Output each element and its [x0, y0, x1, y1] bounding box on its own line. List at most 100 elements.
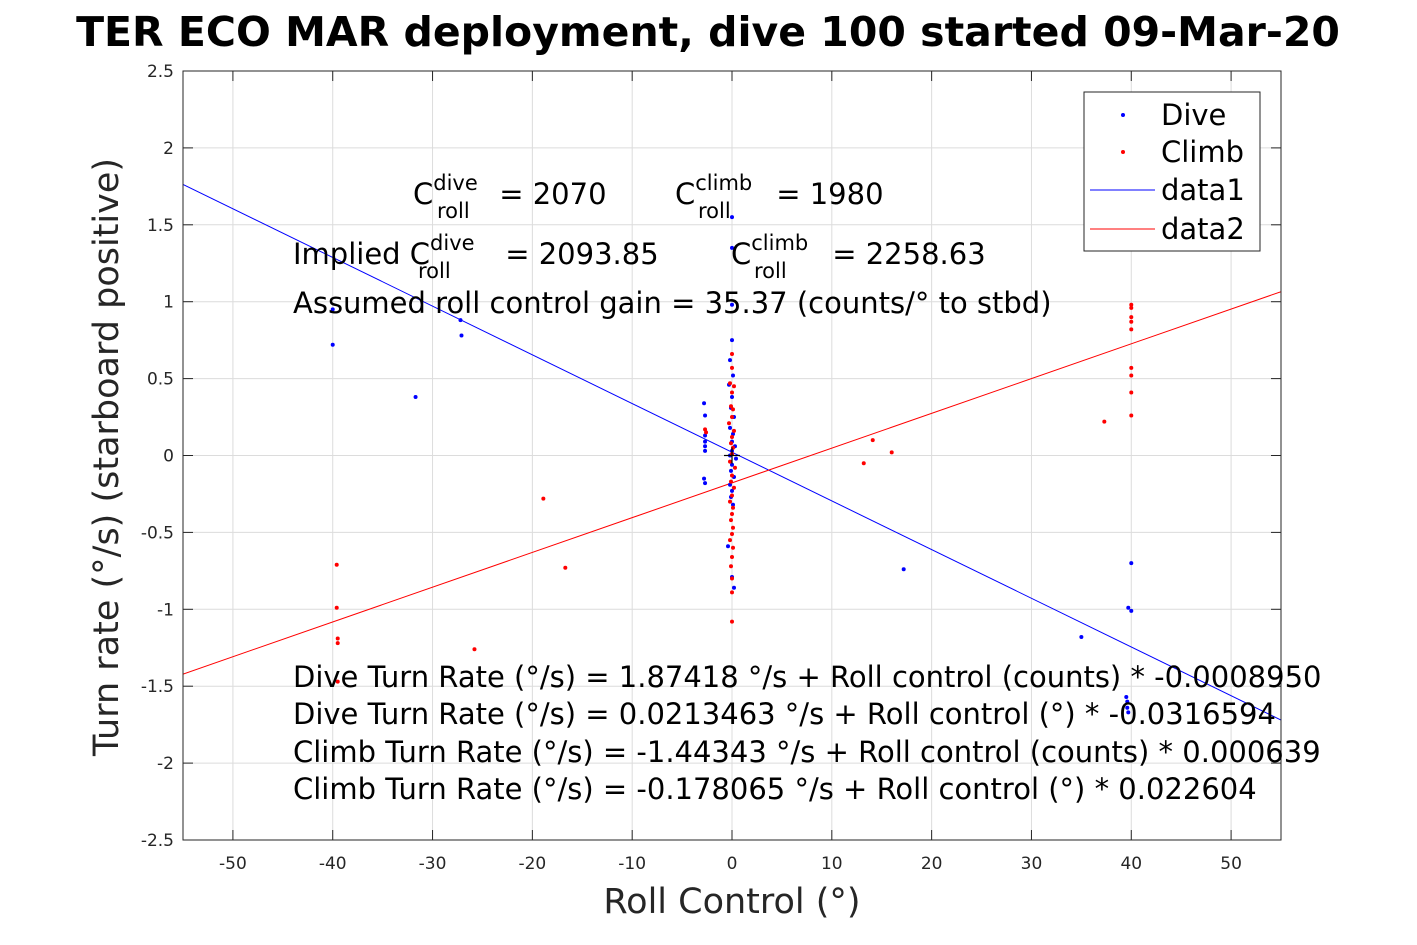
climb-point — [730, 415, 734, 420]
climb-point — [731, 485, 736, 490]
climb-point — [728, 459, 733, 464]
dive-point — [730, 502, 735, 507]
climb-point — [541, 496, 546, 501]
climb-point — [730, 590, 734, 595]
climb-point — [732, 465, 737, 470]
legend-label-data1: data1 — [1161, 173, 1245, 207]
climb-point — [730, 511, 734, 516]
climb-point — [335, 679, 340, 684]
climb-point — [730, 576, 734, 581]
dive-point — [728, 358, 733, 363]
climb-point — [861, 461, 866, 466]
dive-point — [730, 302, 734, 307]
dive-point — [733, 456, 738, 461]
climb-point — [334, 605, 339, 610]
x-tick-label: -50 — [219, 854, 247, 874]
climb-point — [1129, 302, 1134, 307]
x-tick-label: -10 — [618, 854, 646, 874]
plot-area — [183, 183, 1281, 721]
dive-point — [703, 439, 708, 444]
dive-point — [702, 476, 707, 481]
climb-point — [730, 493, 734, 498]
fit-line-climb-counts: Climb Turn Rate (°/s) = -1.44343 °/s + R… — [293, 735, 1321, 769]
climb-point — [729, 518, 734, 523]
y-tick-label: -0.5 — [141, 523, 174, 543]
dive-point — [413, 395, 418, 400]
dive-point — [730, 488, 734, 493]
climb-point — [730, 555, 734, 560]
climb-point — [730, 390, 734, 395]
x-tick-label: 50 — [1220, 854, 1242, 874]
climb-point — [1129, 319, 1134, 324]
dive-point — [730, 245, 734, 250]
x-tick-label: -20 — [518, 854, 546, 874]
fit-line-climb-degrees: Climb Turn Rate (°/s) = -0.178065 °/s + … — [293, 772, 1257, 806]
climb-point — [729, 441, 734, 446]
dive-point — [901, 567, 906, 572]
dive-point — [458, 318, 463, 323]
legend-marker-dive — [1121, 113, 1125, 117]
dive-point — [1129, 608, 1134, 613]
dive-point — [726, 544, 731, 549]
y-tick-label: 0.5 — [147, 370, 174, 390]
climb-point — [728, 538, 733, 543]
climb-point — [730, 407, 735, 412]
dive-point — [703, 448, 708, 453]
dive-point — [1129, 561, 1134, 566]
dive-point — [730, 395, 734, 400]
fit-line-dive-counts: Dive Turn Rate (°/s) = 1.87418 °/s + Rol… — [293, 660, 1321, 694]
climb-point — [730, 435, 734, 440]
x-tick-label: 20 — [921, 854, 943, 874]
climb-point — [1129, 390, 1134, 395]
x-tick-label: -30 — [419, 854, 447, 874]
dive-point — [730, 431, 735, 436]
c-roll-dive-annotation: Cdive roll = 2070 — [413, 171, 607, 223]
climb-point — [729, 479, 734, 484]
chart-title: TER ECO MAR deployment, dive 100 started… — [76, 8, 1340, 56]
y-axis-title: Turn rate (°/s) (starboard positive) — [87, 158, 127, 757]
climb-point — [870, 438, 875, 443]
y-tick-label: 2 — [163, 139, 174, 159]
climb-point — [1129, 305, 1134, 310]
climb-point — [730, 531, 734, 536]
dive-point — [330, 342, 335, 347]
dive-point — [730, 215, 734, 220]
climb-point — [727, 421, 732, 426]
dive-point — [1126, 605, 1131, 610]
tick-labels: -50 -40 -30 -20 -10 0 10 20 30 40 50-2.5-2-1.5-1-0… — [141, 62, 1242, 874]
y-tick-label: -1 — [157, 600, 174, 620]
dive-point — [731, 585, 736, 590]
y-tick-label: 0 — [163, 447, 174, 467]
legend-label-data2: data2 — [1161, 212, 1245, 246]
dive-point — [1124, 694, 1129, 699]
dive-point — [1125, 705, 1130, 710]
dive-point — [728, 425, 733, 430]
dive-point — [1079, 634, 1084, 639]
dive-point — [330, 307, 335, 312]
dive-point — [1125, 699, 1130, 704]
climb-point — [335, 641, 340, 646]
dive-point — [702, 401, 707, 406]
y-tick-label: -1.5 — [141, 677, 174, 697]
climb-point — [730, 619, 734, 624]
c-roll-climb-annotation: Cclimb roll = 1980 — [675, 171, 884, 223]
legend-label-climb: Climb — [1161, 135, 1244, 169]
climb-point — [731, 384, 736, 389]
implied-dive-annotation: Implied Cdive roll = 2093.85 — [293, 231, 659, 283]
climb-point — [730, 365, 734, 370]
dive-point — [703, 444, 708, 449]
climb-point — [730, 545, 735, 550]
climb-point — [472, 647, 477, 652]
climb-point — [730, 351, 734, 356]
climb-point — [729, 564, 734, 569]
climb-point — [730, 473, 734, 478]
y-tick-label: -2 — [157, 754, 174, 774]
climb-point — [1129, 365, 1134, 370]
x-tick-label: 40 — [1120, 854, 1142, 874]
y-tick-label: 1.5 — [147, 216, 174, 236]
x-axis-title: Roll Control (°) — [603, 882, 860, 922]
x-tick-label: 0 — [727, 854, 738, 874]
legend: Dive Climb data1 data2 — [1083, 91, 1261, 252]
legend-label-dive: Dive — [1161, 98, 1226, 132]
dive-point — [730, 373, 735, 378]
